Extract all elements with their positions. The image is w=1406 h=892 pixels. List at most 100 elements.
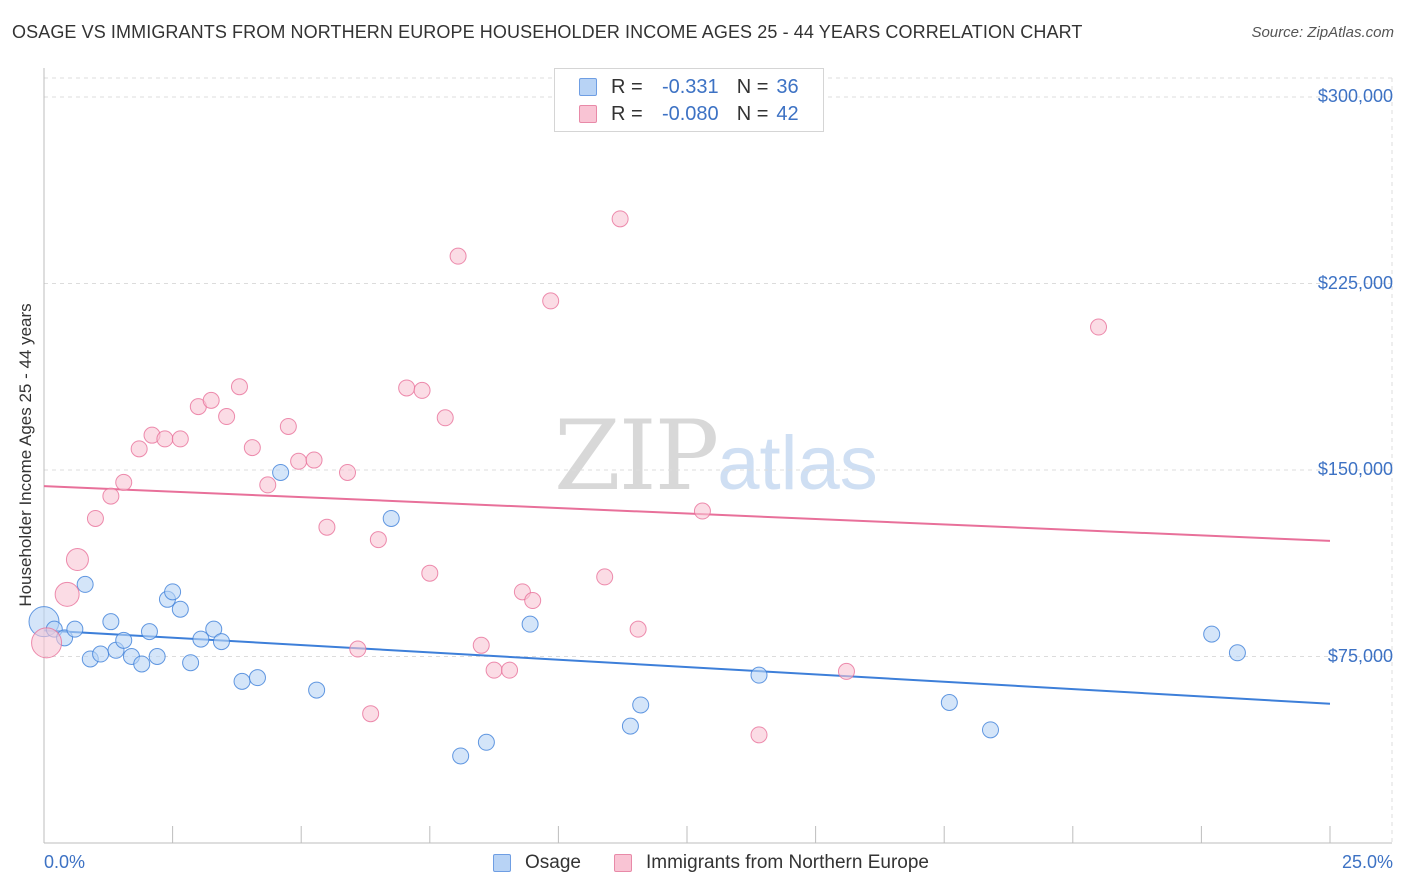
- correlation-stats-box: R = -0.331 N = 36 R = -0.080 N = 42: [554, 68, 824, 132]
- immigrants-point: [362, 705, 380, 723]
- osage-point: [92, 645, 110, 663]
- osage-swatch: [579, 78, 597, 96]
- osage-point: [115, 631, 133, 649]
- immigrants-point: [305, 451, 323, 469]
- osage-r-value: -0.331: [661, 75, 719, 98]
- legend-item-osage[interactable]: Osage: [493, 852, 581, 874]
- watermark-zip: ZIP: [554, 400, 719, 512]
- osage-point: [164, 583, 182, 601]
- osage-point: [233, 672, 251, 690]
- immigrants-point: [501, 661, 519, 679]
- immigrants-n-value: 42: [776, 102, 799, 125]
- axes: [43, 68, 1392, 844]
- osage-point: [205, 620, 223, 638]
- legend-osage-label: Osage: [525, 852, 581, 873]
- grid-lines: [44, 77, 1393, 843]
- immigrants-point: [130, 440, 148, 458]
- osage-point: [477, 733, 495, 751]
- legend-osage-swatch: [493, 854, 511, 872]
- immigrants-point: [485, 661, 503, 679]
- immigrants-point: [472, 636, 490, 654]
- immigrants-point: [750, 726, 768, 744]
- immigrants-point: [86, 509, 104, 527]
- osage-point: [102, 613, 120, 631]
- osage-point: [272, 463, 290, 481]
- immigrants-point: [115, 473, 133, 491]
- stats-row-osage: R = -0.331 N = 36: [579, 75, 799, 99]
- osage-point: [182, 654, 200, 672]
- osage-point: [76, 575, 94, 593]
- immigrants-point: [102, 487, 120, 505]
- immigrants-point: [171, 430, 189, 448]
- osage-point: [632, 696, 650, 714]
- osage-point: [192, 630, 210, 648]
- osage-point: [1228, 644, 1246, 662]
- osage-point: [308, 681, 326, 699]
- source-note: Source: ZipAtlas.com: [1251, 24, 1394, 41]
- osage-trend-line: [43, 629, 1331, 705]
- osage-point: [148, 648, 166, 665]
- immigrants-point: [449, 247, 467, 265]
- osage-point: [452, 747, 470, 765]
- immigrants-point: [65, 548, 89, 572]
- osage-point: [133, 655, 151, 673]
- immigrants-point: [413, 381, 431, 399]
- immigrants-point: [338, 463, 356, 481]
- immigrants-point: [156, 430, 174, 448]
- immigrants-r-value: -0.080: [661, 102, 719, 125]
- chart-title: OSAGE VS IMMIGRANTS FROM NORTHERN EUROPE…: [12, 22, 1083, 42]
- osage-point: [171, 600, 189, 618]
- immigrants-point: [436, 409, 454, 427]
- immigrants-point: [693, 502, 711, 520]
- trend-lines: [43, 485, 1331, 705]
- immigrants-r-label: R =: [611, 102, 643, 125]
- immigrants-point: [524, 592, 542, 610]
- legend-item-immigrants[interactable]: Immigrants from Northern Europe: [614, 852, 929, 874]
- watermark-atlas: atlas: [717, 421, 878, 506]
- y-tick-label: $150,000: [1317, 459, 1393, 479]
- immigrants-point: [398, 379, 416, 397]
- osage-point: [66, 620, 84, 638]
- immigrants-point: [243, 439, 261, 457]
- osage-point: [140, 623, 158, 641]
- immigrants-point: [279, 417, 297, 435]
- zipatlas-watermark: ZIPatlas: [554, 400, 878, 512]
- immigrants-point: [369, 531, 387, 549]
- immigrants-point: [629, 620, 647, 638]
- x-tick-label-max: 25.0%: [1341, 852, 1393, 872]
- osage-point: [248, 669, 266, 687]
- immigrants-point: [1090, 318, 1108, 336]
- y-tick-label: $75,000: [1327, 645, 1393, 666]
- osage-point: [940, 694, 958, 712]
- immigrants-point: [31, 627, 63, 659]
- osage-point: [1203, 625, 1221, 643]
- immigrants-point: [290, 452, 308, 470]
- immigrants-swatch: [579, 105, 597, 123]
- immigrants-trend-line: [43, 485, 1331, 542]
- osage-point: [621, 717, 639, 735]
- immigrants-point: [611, 210, 629, 228]
- osage-n-label: N =: [736, 75, 769, 98]
- osage-n-value: 36: [776, 75, 799, 98]
- y-tick-label: $225,000: [1317, 272, 1393, 293]
- immigrants-point: [259, 476, 277, 494]
- immigrants-point: [542, 292, 560, 310]
- immigrants-n-label: N =: [736, 102, 769, 125]
- immigrants-point: [230, 378, 248, 396]
- x-tick-label-min: 0.0%: [44, 852, 86, 872]
- data-points: [28, 210, 1246, 765]
- osage-point: [750, 666, 768, 684]
- legend-immigrants-label: Immigrants from Northern Europe: [646, 852, 929, 873]
- immigrants-point: [54, 581, 80, 607]
- immigrants-point: [202, 391, 220, 409]
- immigrants-point: [421, 564, 439, 582]
- osage-point: [382, 509, 400, 527]
- osage-point: [521, 615, 539, 633]
- immigrants-point: [318, 518, 336, 536]
- legend-immigrants-swatch: [614, 854, 632, 872]
- stats-row-immigrants: R = -0.080 N = 42: [579, 102, 799, 126]
- y-tick-label: $300,000: [1317, 86, 1393, 106]
- osage-point: [212, 633, 230, 651]
- osage-r-label: R =: [611, 75, 643, 98]
